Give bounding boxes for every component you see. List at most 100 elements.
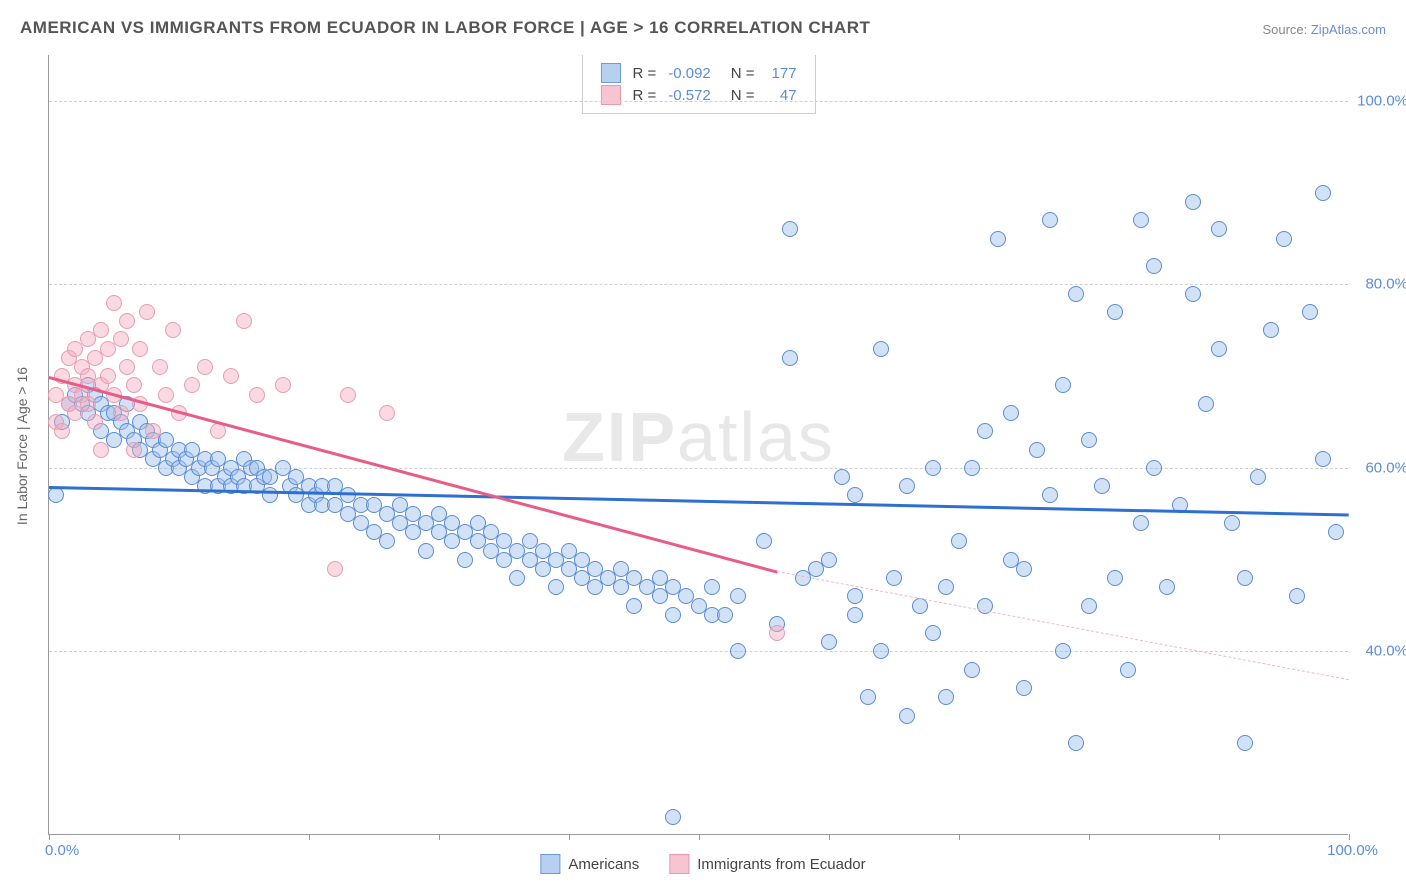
data-point	[925, 460, 941, 476]
data-point	[113, 405, 129, 421]
data-point	[704, 579, 720, 595]
legend-label: Americans	[568, 856, 639, 873]
data-point	[1302, 304, 1318, 320]
data-point	[106, 295, 122, 311]
data-point	[925, 625, 941, 641]
source-link[interactable]: ZipAtlas.com	[1311, 22, 1386, 37]
x-tick	[309, 834, 310, 840]
data-point	[418, 543, 434, 559]
trend-line	[49, 376, 778, 573]
legend-swatch	[600, 63, 620, 83]
data-point	[457, 552, 473, 568]
y-axis-label: In Labor Force | Age > 16	[14, 367, 30, 525]
data-point	[132, 341, 148, 357]
gridline	[49, 101, 1348, 102]
x-axis-max-label: 100.0%	[1327, 842, 1378, 859]
data-point	[717, 607, 733, 623]
data-point	[93, 322, 109, 338]
data-point	[1185, 194, 1201, 210]
x-tick	[49, 834, 50, 840]
data-point	[977, 423, 993, 439]
data-point	[1107, 304, 1123, 320]
data-point	[100, 368, 116, 384]
data-point	[1094, 478, 1110, 494]
gridline	[49, 284, 1348, 285]
data-point	[873, 643, 889, 659]
data-point	[1107, 570, 1123, 586]
data-point	[379, 533, 395, 549]
data-point	[730, 588, 746, 604]
n-label: N =	[731, 65, 755, 82]
data-point	[145, 423, 161, 439]
x-tick	[179, 834, 180, 840]
data-point	[1081, 432, 1097, 448]
data-point	[1016, 561, 1032, 577]
data-point	[340, 387, 356, 403]
x-tick	[1349, 834, 1350, 840]
data-point	[782, 350, 798, 366]
data-point	[1250, 469, 1266, 485]
y-tick-label: 100.0%	[1353, 92, 1406, 109]
data-point	[847, 487, 863, 503]
data-point	[1029, 442, 1045, 458]
data-point	[119, 359, 135, 375]
data-point	[1315, 185, 1331, 201]
data-point	[327, 561, 343, 577]
legend-swatch	[540, 854, 560, 874]
data-point	[126, 442, 142, 458]
data-point	[821, 634, 837, 650]
data-point	[1042, 212, 1058, 228]
data-point	[938, 579, 954, 595]
data-point	[847, 588, 863, 604]
data-point	[860, 689, 876, 705]
trend-line	[49, 486, 1349, 517]
y-tick-label: 60.0%	[1353, 459, 1406, 476]
data-point	[1120, 662, 1136, 678]
data-point	[769, 625, 785, 641]
r-value: -0.092	[668, 65, 711, 82]
data-point	[782, 221, 798, 237]
data-point	[1185, 286, 1201, 302]
x-tick	[569, 834, 570, 840]
legend-item: Americans	[540, 854, 639, 874]
data-point	[951, 533, 967, 549]
legend-label: Immigrants from Ecuador	[697, 856, 865, 873]
r-label: R =	[632, 65, 656, 82]
data-point	[379, 405, 395, 421]
data-point	[1016, 680, 1032, 696]
data-point	[730, 643, 746, 659]
data-point	[1237, 735, 1253, 751]
data-point	[1159, 579, 1175, 595]
watermark: ZIPatlas	[562, 397, 835, 477]
data-point	[1055, 377, 1071, 393]
data-point	[1068, 286, 1084, 302]
data-point	[1289, 588, 1305, 604]
data-point	[1055, 643, 1071, 659]
data-point	[275, 377, 291, 393]
data-point	[509, 570, 525, 586]
n-value: 177	[767, 65, 797, 82]
legend-item: Immigrants from Ecuador	[669, 854, 865, 874]
data-point	[48, 487, 64, 503]
data-point	[93, 442, 109, 458]
data-point	[1042, 487, 1058, 503]
data-point	[899, 708, 915, 724]
data-point	[1146, 460, 1162, 476]
y-tick-label: 80.0%	[1353, 276, 1406, 293]
data-point	[1263, 322, 1279, 338]
data-point	[184, 377, 200, 393]
data-point	[886, 570, 902, 586]
x-tick	[1219, 834, 1220, 840]
data-point	[626, 598, 642, 614]
x-tick	[959, 834, 960, 840]
data-point	[834, 469, 850, 485]
data-point	[847, 607, 863, 623]
data-point	[1003, 405, 1019, 421]
data-point	[139, 304, 155, 320]
x-axis-min-label: 0.0%	[45, 842, 79, 859]
data-point	[964, 662, 980, 678]
trend-line	[777, 571, 1349, 680]
x-tick	[1089, 834, 1090, 840]
chart-title: AMERICAN VS IMMIGRANTS FROM ECUADOR IN L…	[20, 18, 870, 38]
data-point	[197, 359, 213, 375]
